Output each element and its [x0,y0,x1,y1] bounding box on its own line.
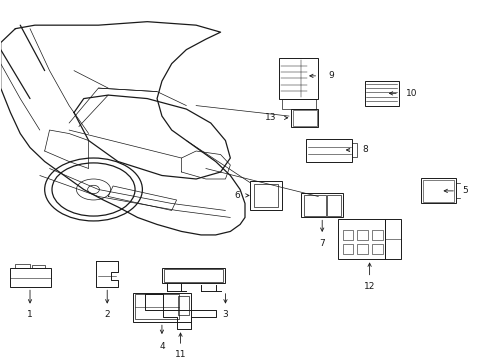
Bar [386,219,401,260]
Text: 3: 3 [222,310,228,319]
Text: 8: 8 [362,145,368,154]
Bar [357,244,368,254]
Text: 5: 5 [463,186,468,195]
Bar [304,195,326,216]
Bar [292,109,319,127]
Bar [423,180,454,202]
Text: 6: 6 [234,191,240,200]
Bar [372,230,383,240]
Bar [162,268,225,283]
Bar [306,139,352,162]
Bar [357,230,368,240]
Bar [254,184,278,207]
Bar [293,110,317,126]
Bar [15,264,30,268]
Text: 4: 4 [159,342,165,351]
Bar [338,219,386,260]
Bar [32,265,45,268]
Bar [279,58,318,99]
Text: 10: 10 [406,89,418,98]
Bar [250,181,282,211]
Text: 9: 9 [328,71,334,80]
Text: 13: 13 [265,113,277,122]
Bar [343,244,353,254]
Text: 1: 1 [27,310,33,319]
Bar [365,81,399,105]
Bar [178,296,189,315]
Bar [282,99,316,109]
Bar [164,269,223,282]
Text: 7: 7 [319,239,325,248]
Text: 11: 11 [175,350,186,359]
Bar [327,195,341,216]
Bar [135,294,179,319]
Bar [421,178,456,203]
Bar [372,244,383,254]
Text: 2: 2 [104,310,110,319]
Bar [343,230,353,240]
Bar [301,193,343,217]
Bar [133,293,191,322]
Bar [10,268,50,287]
Bar [352,143,357,157]
Text: 12: 12 [364,282,375,291]
